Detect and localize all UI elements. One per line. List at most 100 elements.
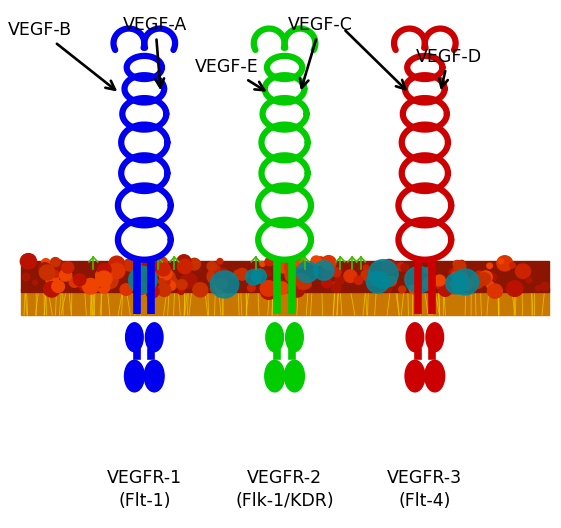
Circle shape [509,263,515,268]
Circle shape [146,285,159,298]
Circle shape [181,273,197,288]
Circle shape [95,270,105,279]
Circle shape [314,261,334,280]
Circle shape [424,277,435,289]
Circle shape [297,262,318,282]
Circle shape [449,268,458,277]
Circle shape [152,261,168,276]
Circle shape [106,275,118,286]
Circle shape [59,269,72,281]
Circle shape [332,268,341,277]
Ellipse shape [144,360,164,392]
Circle shape [498,259,504,264]
Circle shape [212,265,220,272]
Circle shape [178,289,184,295]
Circle shape [157,263,171,276]
Circle shape [292,267,297,271]
Circle shape [458,260,465,266]
Ellipse shape [405,360,425,392]
Circle shape [46,274,58,285]
Circle shape [222,283,231,291]
Circle shape [474,271,484,280]
Circle shape [405,267,433,293]
Circle shape [486,272,496,282]
Circle shape [246,269,261,285]
Circle shape [42,259,50,267]
Circle shape [452,272,459,279]
Circle shape [210,271,238,298]
Circle shape [426,276,438,287]
Circle shape [62,262,73,273]
Circle shape [363,265,369,270]
Ellipse shape [265,360,284,392]
Circle shape [52,271,59,277]
Circle shape [541,282,549,290]
Circle shape [234,270,241,277]
Circle shape [321,266,334,278]
Text: (Flt-1): (Flt-1) [118,493,171,511]
Circle shape [387,277,397,286]
Circle shape [177,259,192,274]
Circle shape [333,281,340,288]
Circle shape [296,276,311,289]
Circle shape [210,285,219,293]
Bar [21,261,549,291]
Circle shape [39,262,51,275]
Circle shape [451,269,459,276]
Circle shape [289,262,296,269]
Circle shape [44,281,60,297]
Circle shape [142,258,158,273]
Circle shape [275,282,288,295]
Circle shape [285,270,296,281]
Circle shape [335,277,344,285]
Circle shape [293,274,309,289]
Circle shape [447,282,458,294]
Circle shape [296,259,305,268]
Circle shape [128,267,157,294]
Circle shape [366,271,389,293]
Circle shape [439,284,452,296]
Circle shape [247,284,255,291]
Circle shape [76,278,85,287]
Circle shape [277,280,289,293]
Circle shape [386,278,394,286]
Circle shape [302,279,311,289]
Circle shape [96,276,105,284]
Circle shape [212,279,223,290]
Circle shape [216,278,227,289]
Circle shape [207,269,223,284]
Text: (Flk-1/KDR): (Flk-1/KDR) [235,493,334,511]
Circle shape [20,253,36,269]
Circle shape [409,282,422,295]
Circle shape [144,262,155,273]
Circle shape [177,280,187,290]
Circle shape [344,270,357,282]
Circle shape [260,284,277,299]
Circle shape [159,260,166,267]
Circle shape [445,279,450,284]
Circle shape [52,259,64,271]
Bar [21,288,549,315]
Circle shape [385,286,392,292]
Text: VEGF-D: VEGF-D [416,48,481,88]
Circle shape [160,277,170,287]
Circle shape [526,278,532,283]
Circle shape [142,286,149,293]
Ellipse shape [426,323,444,352]
Circle shape [159,267,172,280]
Text: VEGFR-1: VEGFR-1 [107,469,182,487]
Circle shape [109,256,125,271]
Circle shape [79,278,92,291]
Circle shape [454,261,466,272]
Circle shape [470,275,484,289]
Text: VEGF-E: VEGF-E [195,58,264,90]
Circle shape [446,273,468,294]
Circle shape [265,258,274,266]
Circle shape [487,282,494,289]
Circle shape [139,260,151,271]
Circle shape [207,262,217,271]
Circle shape [254,272,261,280]
Circle shape [130,259,138,267]
Circle shape [453,271,468,286]
Circle shape [290,284,304,297]
